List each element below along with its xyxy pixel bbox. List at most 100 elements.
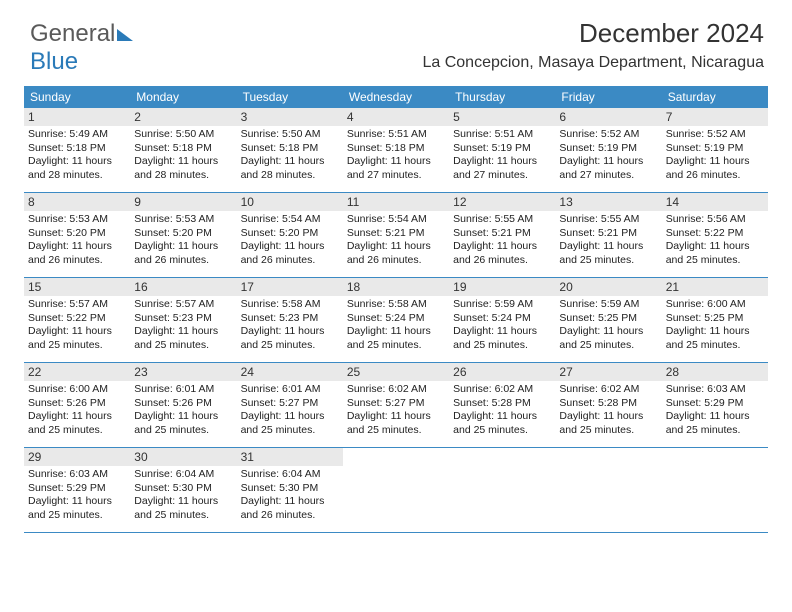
day-info-line: Daylight: 11 hours <box>28 240 126 254</box>
day-info-line: Daylight: 11 hours <box>347 155 445 169</box>
day-info-line: Daylight: 11 hours <box>559 155 657 169</box>
day-header: Friday <box>555 86 661 108</box>
day-info-line: Sunset: 5:19 PM <box>453 142 551 156</box>
day-info-line: Sunrise: 5:58 AM <box>241 298 339 312</box>
day-info-line: Sunset: 5:23 PM <box>241 312 339 326</box>
day-cell: 9Sunrise: 5:53 AMSunset: 5:20 PMDaylight… <box>130 193 236 277</box>
day-info-line: Sunrise: 6:02 AM <box>347 383 445 397</box>
week-row: 1Sunrise: 5:49 AMSunset: 5:18 PMDaylight… <box>24 108 768 193</box>
day-info-line: Sunrise: 5:49 AM <box>28 128 126 142</box>
day-info-line: Sunrise: 6:02 AM <box>453 383 551 397</box>
day-info-line: Sunrise: 5:52 AM <box>666 128 764 142</box>
day-info-line: and 25 minutes. <box>134 509 232 523</box>
day-number: 21 <box>662 278 768 296</box>
day-info-line: Daylight: 11 hours <box>28 495 126 509</box>
day-info-line: Sunset: 5:29 PM <box>666 397 764 411</box>
week-row: 22Sunrise: 6:00 AMSunset: 5:26 PMDayligh… <box>24 363 768 448</box>
day-info-line: Sunrise: 5:51 AM <box>453 128 551 142</box>
day-info-line: and 27 minutes. <box>559 169 657 183</box>
day-info-line: and 25 minutes. <box>666 424 764 438</box>
brand-part2: Blue <box>30 48 78 75</box>
day-info-line: Daylight: 11 hours <box>241 325 339 339</box>
day-info-line: Sunset: 5:28 PM <box>559 397 657 411</box>
day-info-line: Daylight: 11 hours <box>347 240 445 254</box>
day-info-line: and 28 minutes. <box>241 169 339 183</box>
day-number: 11 <box>343 193 449 211</box>
day-info-line: and 25 minutes. <box>453 424 551 438</box>
day-info-line: Sunset: 5:18 PM <box>347 142 445 156</box>
day-info-line: and 25 minutes. <box>559 424 657 438</box>
day-info-line: Sunset: 5:29 PM <box>28 482 126 496</box>
day-header: Monday <box>130 86 236 108</box>
day-info-line: Daylight: 11 hours <box>666 325 764 339</box>
day-info-line: Sunrise: 6:00 AM <box>666 298 764 312</box>
day-number: 19 <box>449 278 555 296</box>
day-info-line: Daylight: 11 hours <box>134 325 232 339</box>
week-row: 15Sunrise: 5:57 AMSunset: 5:22 PMDayligh… <box>24 278 768 363</box>
day-info-line: Sunrise: 5:55 AM <box>559 213 657 227</box>
day-info-line: Sunrise: 5:58 AM <box>347 298 445 312</box>
week-row: 29Sunrise: 6:03 AMSunset: 5:29 PMDayligh… <box>24 448 768 533</box>
day-info-line: and 28 minutes. <box>28 169 126 183</box>
day-number: 27 <box>555 363 661 381</box>
day-number: 30 <box>130 448 236 466</box>
brand-logo: General Blue <box>30 20 133 76</box>
day-info-line: Sunrise: 5:59 AM <box>559 298 657 312</box>
day-info-line: Sunset: 5:27 PM <box>241 397 339 411</box>
day-info-line: Sunrise: 5:50 AM <box>241 128 339 142</box>
day-info-line: Sunrise: 5:56 AM <box>666 213 764 227</box>
brand-triangle-icon <box>117 29 133 41</box>
day-info-line: Daylight: 11 hours <box>241 240 339 254</box>
day-number: 29 <box>24 448 130 466</box>
day-info-line: and 25 minutes. <box>666 339 764 353</box>
day-info-line: Daylight: 11 hours <box>453 325 551 339</box>
day-cell: 23Sunrise: 6:01 AMSunset: 5:26 PMDayligh… <box>130 363 236 447</box>
day-number: 10 <box>237 193 343 211</box>
day-cell: 28Sunrise: 6:03 AMSunset: 5:29 PMDayligh… <box>662 363 768 447</box>
day-number: 8 <box>24 193 130 211</box>
day-info-line: Sunrise: 5:54 AM <box>241 213 339 227</box>
day-info-line: Sunset: 5:21 PM <box>453 227 551 241</box>
day-info-line: Sunset: 5:27 PM <box>347 397 445 411</box>
day-cell: 13Sunrise: 5:55 AMSunset: 5:21 PMDayligh… <box>555 193 661 277</box>
day-info-line: Sunset: 5:30 PM <box>241 482 339 496</box>
day-info-line: Sunrise: 6:02 AM <box>559 383 657 397</box>
day-info-line: and 25 minutes. <box>28 424 126 438</box>
location-label: La Concepcion, Masaya Department, Nicara… <box>422 54 764 72</box>
day-info-line: and 26 minutes. <box>453 254 551 268</box>
page-title: December 2024 <box>579 18 764 49</box>
day-number: 1 <box>24 108 130 126</box>
day-info-line: and 26 minutes. <box>241 509 339 523</box>
day-cell: 12Sunrise: 5:55 AMSunset: 5:21 PMDayligh… <box>449 193 555 277</box>
day-header-row: SundayMondayTuesdayWednesdayThursdayFrid… <box>24 86 768 108</box>
day-info-line: and 25 minutes. <box>134 424 232 438</box>
day-cell: 24Sunrise: 6:01 AMSunset: 5:27 PMDayligh… <box>237 363 343 447</box>
day-info-line: and 25 minutes. <box>347 339 445 353</box>
day-info-line: Sunset: 5:21 PM <box>559 227 657 241</box>
day-header: Sunday <box>24 86 130 108</box>
day-info-line: Daylight: 11 hours <box>241 495 339 509</box>
day-number: 9 <box>130 193 236 211</box>
day-info-line: Daylight: 11 hours <box>28 410 126 424</box>
day-info-line: Daylight: 11 hours <box>347 325 445 339</box>
day-info-line: Daylight: 11 hours <box>28 155 126 169</box>
day-info-line: Daylight: 11 hours <box>453 155 551 169</box>
day-number: 14 <box>662 193 768 211</box>
day-info-line: and 26 minutes. <box>666 169 764 183</box>
day-number: 17 <box>237 278 343 296</box>
day-info-line: Sunset: 5:30 PM <box>134 482 232 496</box>
week-row: 8Sunrise: 5:53 AMSunset: 5:20 PMDaylight… <box>24 193 768 278</box>
day-cell: 8Sunrise: 5:53 AMSunset: 5:20 PMDaylight… <box>24 193 130 277</box>
day-info-line: and 25 minutes. <box>28 339 126 353</box>
day-info-line: Sunset: 5:26 PM <box>134 397 232 411</box>
day-info-line: Sunrise: 5:50 AM <box>134 128 232 142</box>
day-cell <box>555 448 661 532</box>
day-info-line: Daylight: 11 hours <box>134 410 232 424</box>
day-info-line: Sunrise: 5:54 AM <box>347 213 445 227</box>
day-info-line: and 25 minutes. <box>559 254 657 268</box>
day-info-line: and 25 minutes. <box>453 339 551 353</box>
day-number: 13 <box>555 193 661 211</box>
day-info-line: and 25 minutes. <box>666 254 764 268</box>
day-info-line: Sunset: 5:25 PM <box>666 312 764 326</box>
day-info-line: and 26 minutes. <box>241 254 339 268</box>
